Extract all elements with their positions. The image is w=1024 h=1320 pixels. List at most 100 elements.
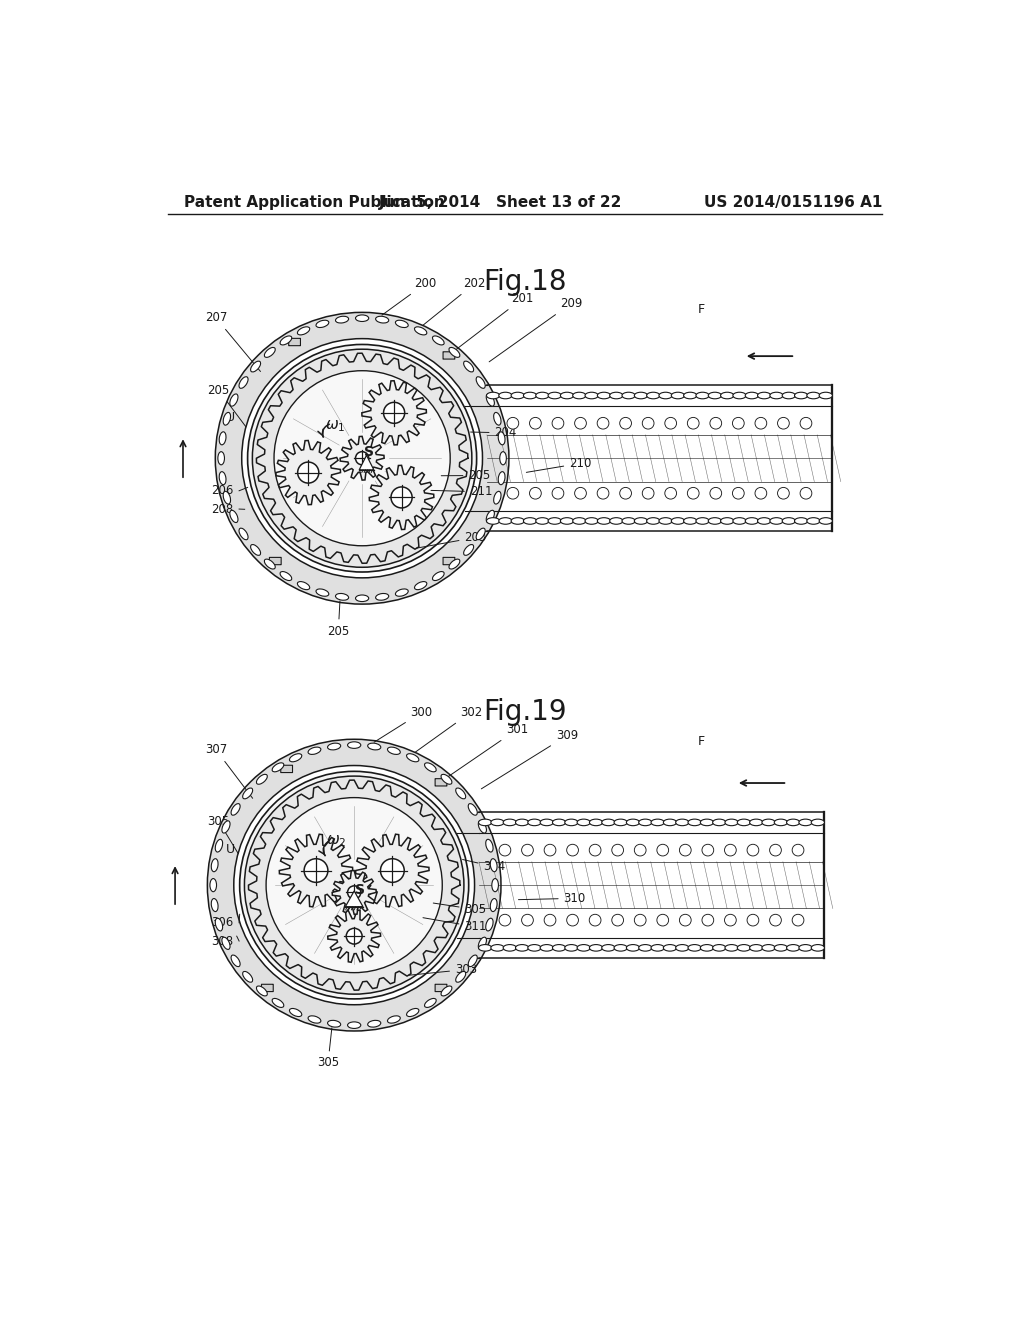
Ellipse shape bbox=[494, 491, 501, 504]
Polygon shape bbox=[340, 437, 384, 480]
Ellipse shape bbox=[211, 859, 218, 871]
Circle shape bbox=[597, 487, 609, 499]
Ellipse shape bbox=[614, 945, 628, 952]
Ellipse shape bbox=[486, 392, 500, 399]
Ellipse shape bbox=[449, 560, 460, 569]
Text: 204: 204 bbox=[471, 426, 517, 440]
FancyBboxPatch shape bbox=[443, 557, 455, 565]
Ellipse shape bbox=[750, 820, 763, 826]
Circle shape bbox=[620, 417, 632, 429]
Ellipse shape bbox=[725, 945, 738, 952]
Circle shape bbox=[552, 417, 564, 429]
Ellipse shape bbox=[664, 945, 677, 952]
Text: 200: 200 bbox=[382, 277, 436, 315]
Ellipse shape bbox=[758, 517, 771, 524]
Text: 303: 303 bbox=[409, 964, 477, 975]
Text: 206: 206 bbox=[211, 484, 233, 498]
Ellipse shape bbox=[651, 945, 665, 952]
Circle shape bbox=[611, 845, 624, 855]
Ellipse shape bbox=[585, 392, 598, 399]
Ellipse shape bbox=[795, 392, 808, 399]
Text: U: U bbox=[226, 411, 236, 424]
FancyBboxPatch shape bbox=[435, 779, 446, 785]
Ellipse shape bbox=[762, 820, 775, 826]
Ellipse shape bbox=[415, 582, 427, 590]
Ellipse shape bbox=[540, 945, 553, 952]
Ellipse shape bbox=[515, 820, 528, 826]
Ellipse shape bbox=[231, 804, 241, 816]
Text: US 2014/0151196 A1: US 2014/0151196 A1 bbox=[703, 194, 882, 210]
Ellipse shape bbox=[700, 820, 714, 826]
Ellipse shape bbox=[659, 392, 672, 399]
Ellipse shape bbox=[468, 956, 477, 966]
Ellipse shape bbox=[415, 327, 427, 335]
Ellipse shape bbox=[297, 582, 309, 590]
Circle shape bbox=[347, 886, 360, 899]
Circle shape bbox=[748, 915, 759, 925]
Circle shape bbox=[574, 417, 587, 429]
Circle shape bbox=[245, 776, 464, 994]
Ellipse shape bbox=[494, 412, 501, 425]
Text: 306: 306 bbox=[211, 916, 233, 929]
Polygon shape bbox=[280, 834, 352, 907]
Ellipse shape bbox=[272, 763, 284, 772]
Ellipse shape bbox=[664, 820, 677, 826]
Ellipse shape bbox=[646, 392, 659, 399]
Ellipse shape bbox=[672, 392, 684, 399]
Text: 205: 205 bbox=[207, 384, 246, 426]
Ellipse shape bbox=[376, 317, 389, 323]
Circle shape bbox=[620, 487, 632, 499]
Ellipse shape bbox=[503, 820, 516, 826]
Circle shape bbox=[777, 417, 790, 429]
Ellipse shape bbox=[758, 392, 771, 399]
Ellipse shape bbox=[336, 594, 348, 601]
Ellipse shape bbox=[441, 775, 452, 784]
Ellipse shape bbox=[211, 899, 218, 912]
Text: Fig.19: Fig.19 bbox=[483, 698, 566, 726]
Ellipse shape bbox=[478, 820, 492, 826]
Circle shape bbox=[687, 417, 699, 429]
Circle shape bbox=[552, 487, 564, 499]
Text: S: S bbox=[365, 445, 375, 459]
Ellipse shape bbox=[745, 517, 759, 524]
Circle shape bbox=[732, 487, 744, 499]
Ellipse shape bbox=[527, 820, 541, 826]
Ellipse shape bbox=[565, 820, 578, 826]
Ellipse shape bbox=[441, 986, 452, 995]
Circle shape bbox=[304, 859, 328, 882]
Ellipse shape bbox=[243, 972, 253, 982]
Ellipse shape bbox=[328, 1020, 341, 1027]
Text: 203: 203 bbox=[416, 531, 486, 548]
Ellipse shape bbox=[432, 572, 444, 581]
Ellipse shape bbox=[499, 517, 512, 524]
Ellipse shape bbox=[264, 560, 275, 569]
Circle shape bbox=[266, 797, 442, 973]
Ellipse shape bbox=[368, 743, 381, 750]
Ellipse shape bbox=[478, 945, 492, 952]
Ellipse shape bbox=[578, 820, 590, 826]
Circle shape bbox=[529, 417, 542, 429]
Circle shape bbox=[800, 487, 812, 499]
Ellipse shape bbox=[316, 321, 329, 327]
Circle shape bbox=[384, 403, 404, 424]
Circle shape bbox=[521, 915, 534, 925]
Circle shape bbox=[215, 313, 509, 605]
Ellipse shape bbox=[468, 804, 477, 816]
Ellipse shape bbox=[770, 392, 783, 399]
Ellipse shape bbox=[251, 545, 260, 556]
Ellipse shape bbox=[281, 572, 292, 581]
Ellipse shape bbox=[737, 820, 751, 826]
Ellipse shape bbox=[807, 517, 820, 524]
Ellipse shape bbox=[553, 820, 565, 826]
Circle shape bbox=[507, 487, 519, 499]
Ellipse shape bbox=[290, 754, 302, 762]
Ellipse shape bbox=[297, 327, 309, 335]
Ellipse shape bbox=[222, 937, 230, 949]
Polygon shape bbox=[332, 870, 376, 915]
Ellipse shape bbox=[223, 491, 230, 504]
Ellipse shape bbox=[750, 945, 763, 952]
Circle shape bbox=[248, 345, 476, 572]
Circle shape bbox=[240, 771, 469, 999]
Circle shape bbox=[298, 462, 318, 483]
Ellipse shape bbox=[709, 392, 722, 399]
